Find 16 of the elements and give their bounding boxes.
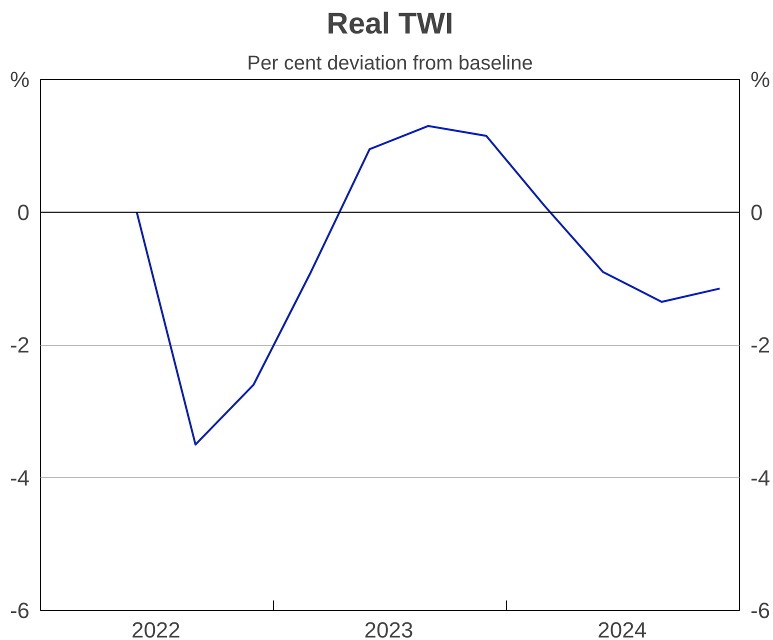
y2-tick-label: -6 xyxy=(750,598,770,623)
y2-tick-label: -2 xyxy=(750,332,770,358)
y2-tick-label: 0 xyxy=(750,200,763,225)
x-tick-label: 2024 xyxy=(598,618,647,640)
y-tick-label: -6 xyxy=(10,598,30,623)
chart-subtitle: Per cent deviation from baseline xyxy=(247,52,533,74)
chart-title: Real TWI xyxy=(326,8,454,40)
y-tick-label: % xyxy=(10,67,30,92)
y-tick-label: -4 xyxy=(10,465,30,490)
y2-tick-label: -4 xyxy=(750,465,770,490)
y2-tick-label: % xyxy=(750,67,770,92)
y-tick-label: 0 xyxy=(17,200,30,225)
x-tick-label: 2022 xyxy=(131,618,180,640)
y-tick-label: -2 xyxy=(10,332,30,358)
line-series xyxy=(136,124,721,446)
x-tick-label: 2023 xyxy=(364,618,414,640)
